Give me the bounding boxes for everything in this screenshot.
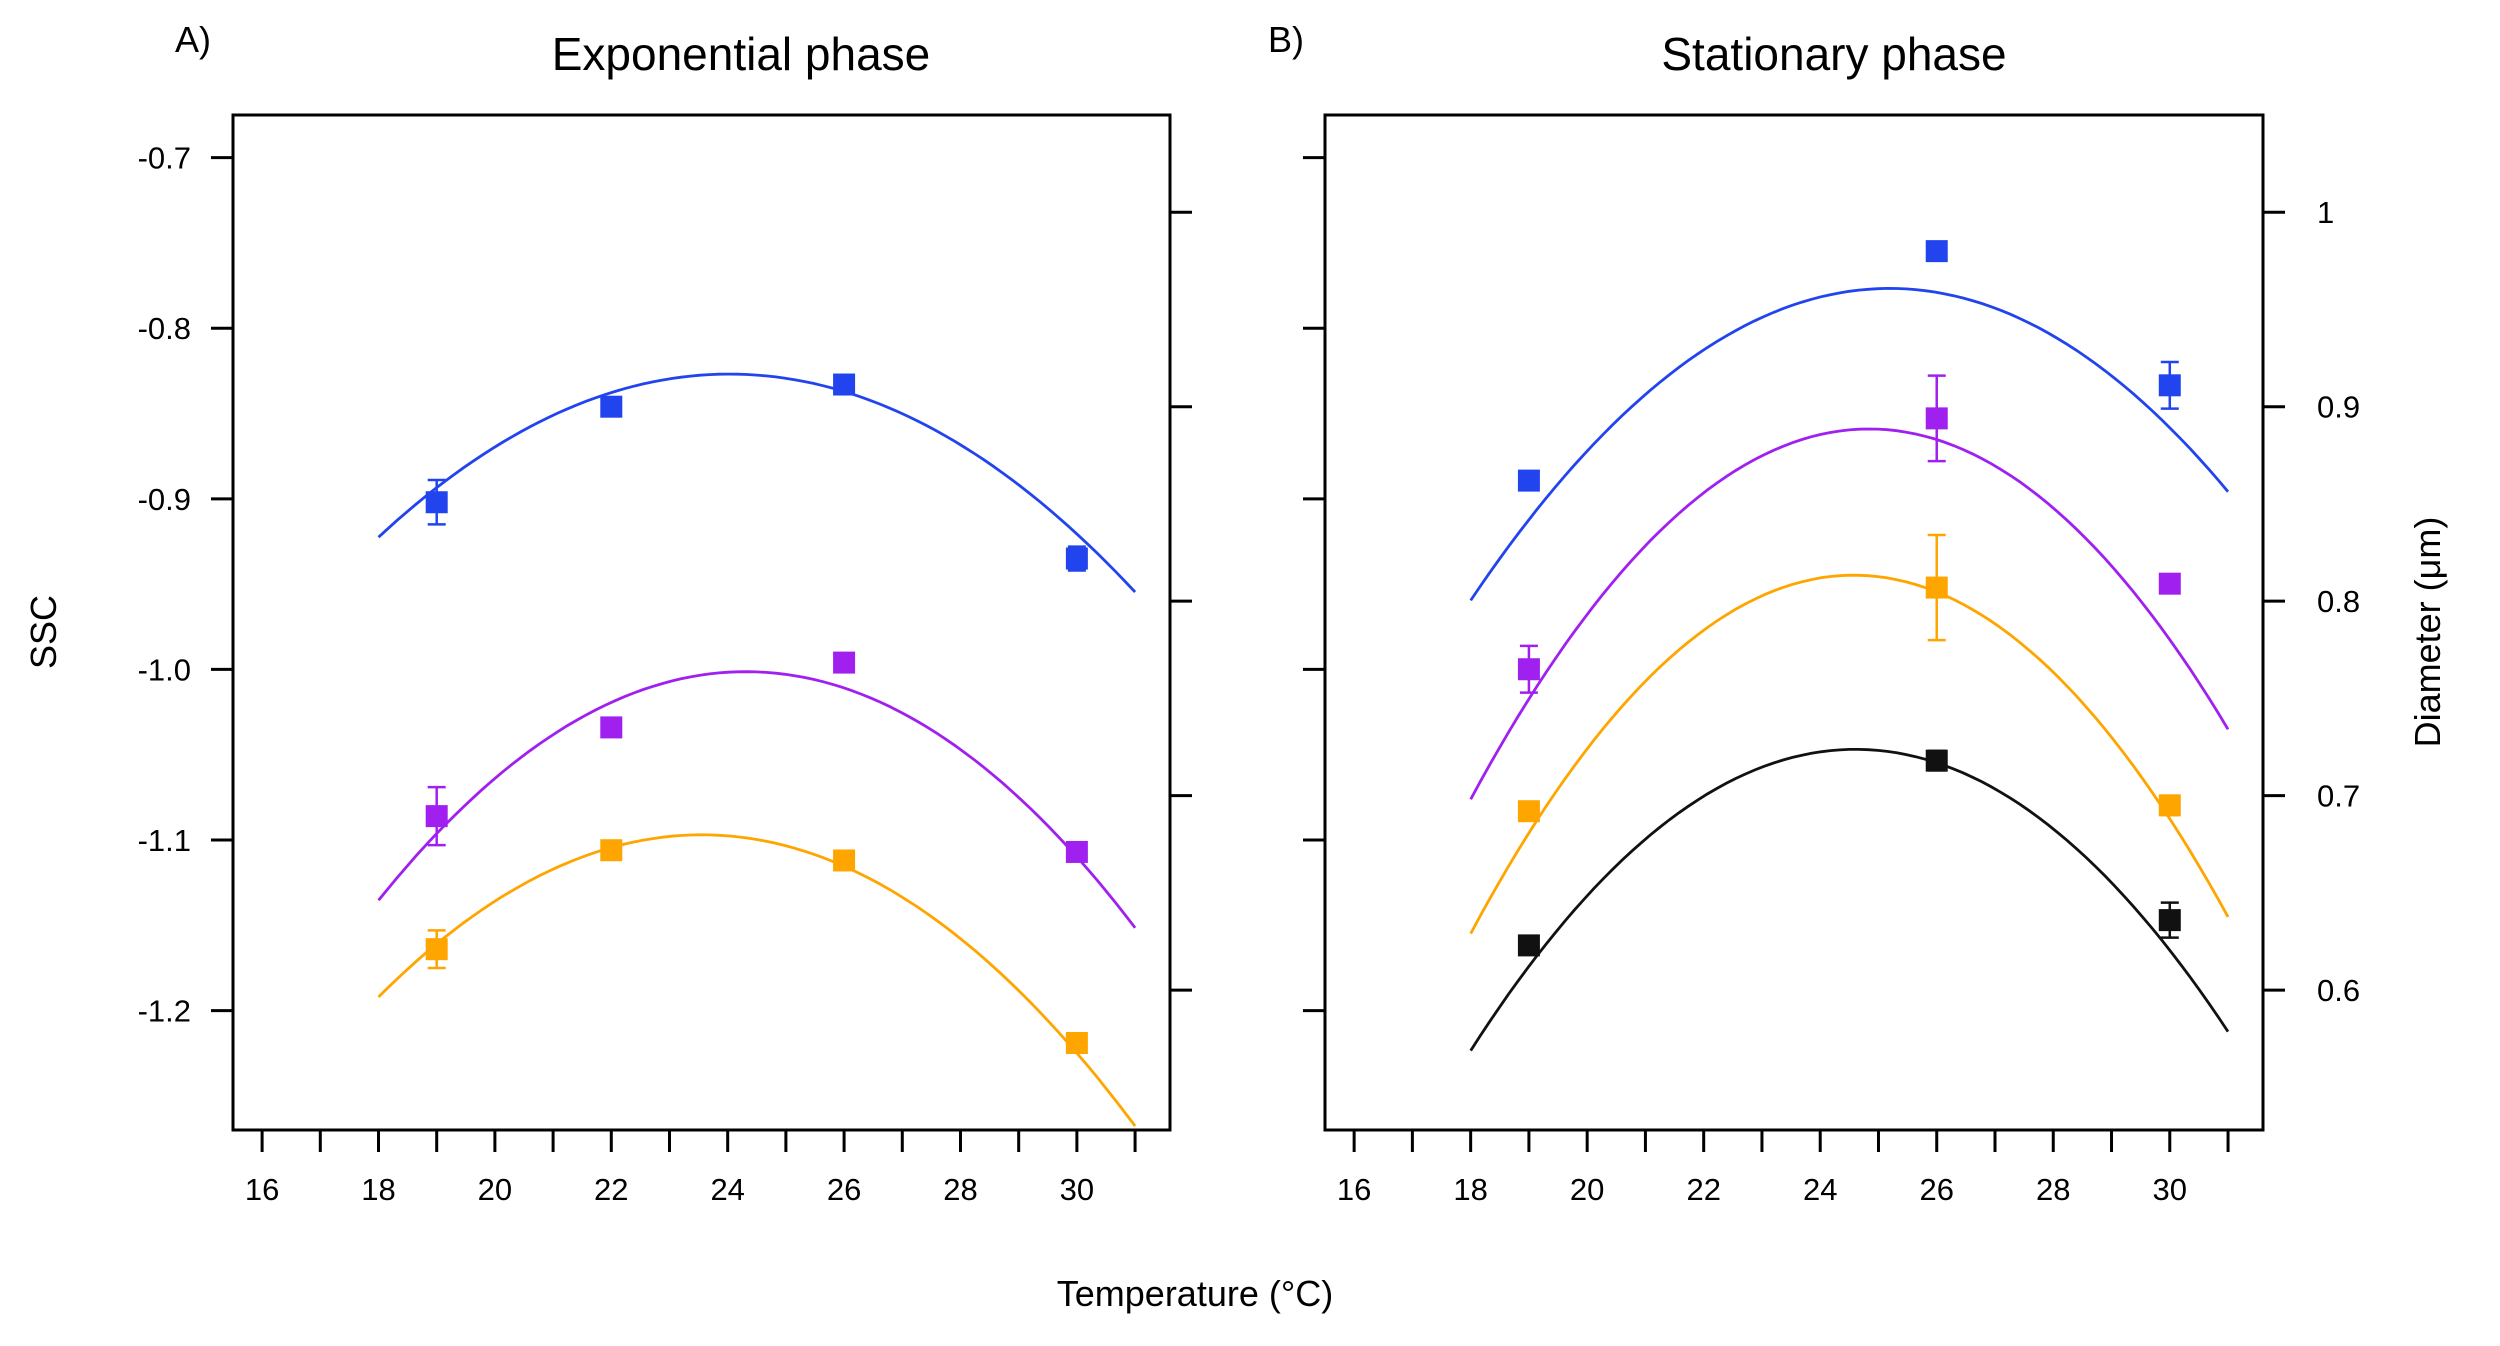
y-tick-label: -1.1 xyxy=(138,823,191,858)
x-tick-label: 30 xyxy=(2153,1172,2187,1207)
x-tick-label: 16 xyxy=(245,1172,279,1207)
y2-tick-label: 0.8 xyxy=(2317,584,2360,619)
series-3 xyxy=(1469,533,2230,935)
x-tick-label: 24 xyxy=(1803,1172,1837,1207)
x-tick-label: 22 xyxy=(1686,1172,1720,1207)
y2-tick-label: 0.6 xyxy=(2317,973,2360,1008)
fit-curve xyxy=(377,833,1137,1127)
x-tick-label: 28 xyxy=(2036,1172,2070,1207)
data-point xyxy=(1925,407,1948,430)
plot-frame xyxy=(231,113,1172,1132)
series-1 xyxy=(377,372,1137,593)
x-tick-label: 28 xyxy=(943,1172,977,1207)
panel-label: B) xyxy=(1268,19,1304,60)
data-point xyxy=(1517,469,1540,492)
x-tick-label: 26 xyxy=(1919,1172,1953,1207)
x-tick-label: 26 xyxy=(827,1172,861,1207)
fit-curve xyxy=(1469,573,2230,935)
series-2 xyxy=(377,651,1137,929)
panel-title: Exponential phase xyxy=(552,28,931,80)
x-tick-label: 16 xyxy=(1337,1172,1371,1207)
y-tick-label: -0.9 xyxy=(138,482,191,517)
data-point xyxy=(1925,240,1948,263)
data-point xyxy=(833,651,856,674)
y2-tick-label: 0.7 xyxy=(2317,779,2360,814)
panel-title: Stationary phase xyxy=(1661,28,2006,80)
fit-curve xyxy=(377,670,1137,929)
series-1 xyxy=(1469,240,2230,602)
plot-frame xyxy=(1323,113,2265,1132)
y-tick-label: -0.8 xyxy=(138,311,191,346)
fit-curve xyxy=(1469,427,2230,800)
data-point xyxy=(2158,374,2181,397)
x-tick-label: 20 xyxy=(478,1172,512,1207)
fit-curve xyxy=(1469,748,2230,1052)
data-point xyxy=(1925,576,1948,599)
data-point xyxy=(600,839,623,862)
x-tick-label: 18 xyxy=(361,1172,395,1207)
data-point xyxy=(425,491,448,514)
panel-b: B) Stationary phase 16 18 20 22 24 26 28 30 1 0.9 0.… xyxy=(1268,19,2360,1207)
x-tick-label: 18 xyxy=(1453,1172,1487,1207)
data-point xyxy=(1065,547,1088,570)
data-point xyxy=(2158,909,2181,932)
panel-a: A) Exponential phase 16 18 20 22 24 26 28 30 -0.7 -… xyxy=(138,19,1192,1207)
data-point xyxy=(600,716,623,739)
x-tick-label: 30 xyxy=(1060,1172,1094,1207)
data-point xyxy=(425,805,448,828)
fit-curve xyxy=(377,372,1137,593)
data-point xyxy=(833,373,856,396)
data-point xyxy=(1517,934,1540,957)
y2-tick-label: 0.9 xyxy=(2317,390,2360,425)
y-tick-label: -1.2 xyxy=(138,994,191,1029)
data-point xyxy=(1517,800,1540,823)
data-point xyxy=(1065,840,1088,863)
right-y-axis-title: Diameter (μm) xyxy=(2407,517,2448,748)
data-point xyxy=(833,849,856,872)
x-axis-title: Temperature (°C) xyxy=(1057,1273,1333,1314)
series-2 xyxy=(1469,374,2230,800)
data-point xyxy=(1925,749,1948,772)
y-tick-label: -1.0 xyxy=(138,652,191,687)
series-4 xyxy=(1469,748,2230,1052)
panel-label: A) xyxy=(175,19,211,60)
x-tick-label: 22 xyxy=(594,1172,628,1207)
data-point xyxy=(425,938,448,961)
left-y-axis-title: SSC xyxy=(23,595,64,669)
data-point xyxy=(1517,658,1540,681)
x-tick-label: 20 xyxy=(1570,1172,1604,1207)
data-point xyxy=(2158,794,2181,817)
data-point xyxy=(1065,1032,1088,1054)
x-tick-label: 24 xyxy=(710,1172,744,1207)
fit-curve xyxy=(1469,286,2230,602)
series-3 xyxy=(377,833,1137,1127)
y2-tick-label: 1 xyxy=(2317,195,2334,230)
data-point xyxy=(600,395,623,418)
data-point xyxy=(2158,572,2181,595)
y-tick-label: -0.7 xyxy=(138,141,191,176)
